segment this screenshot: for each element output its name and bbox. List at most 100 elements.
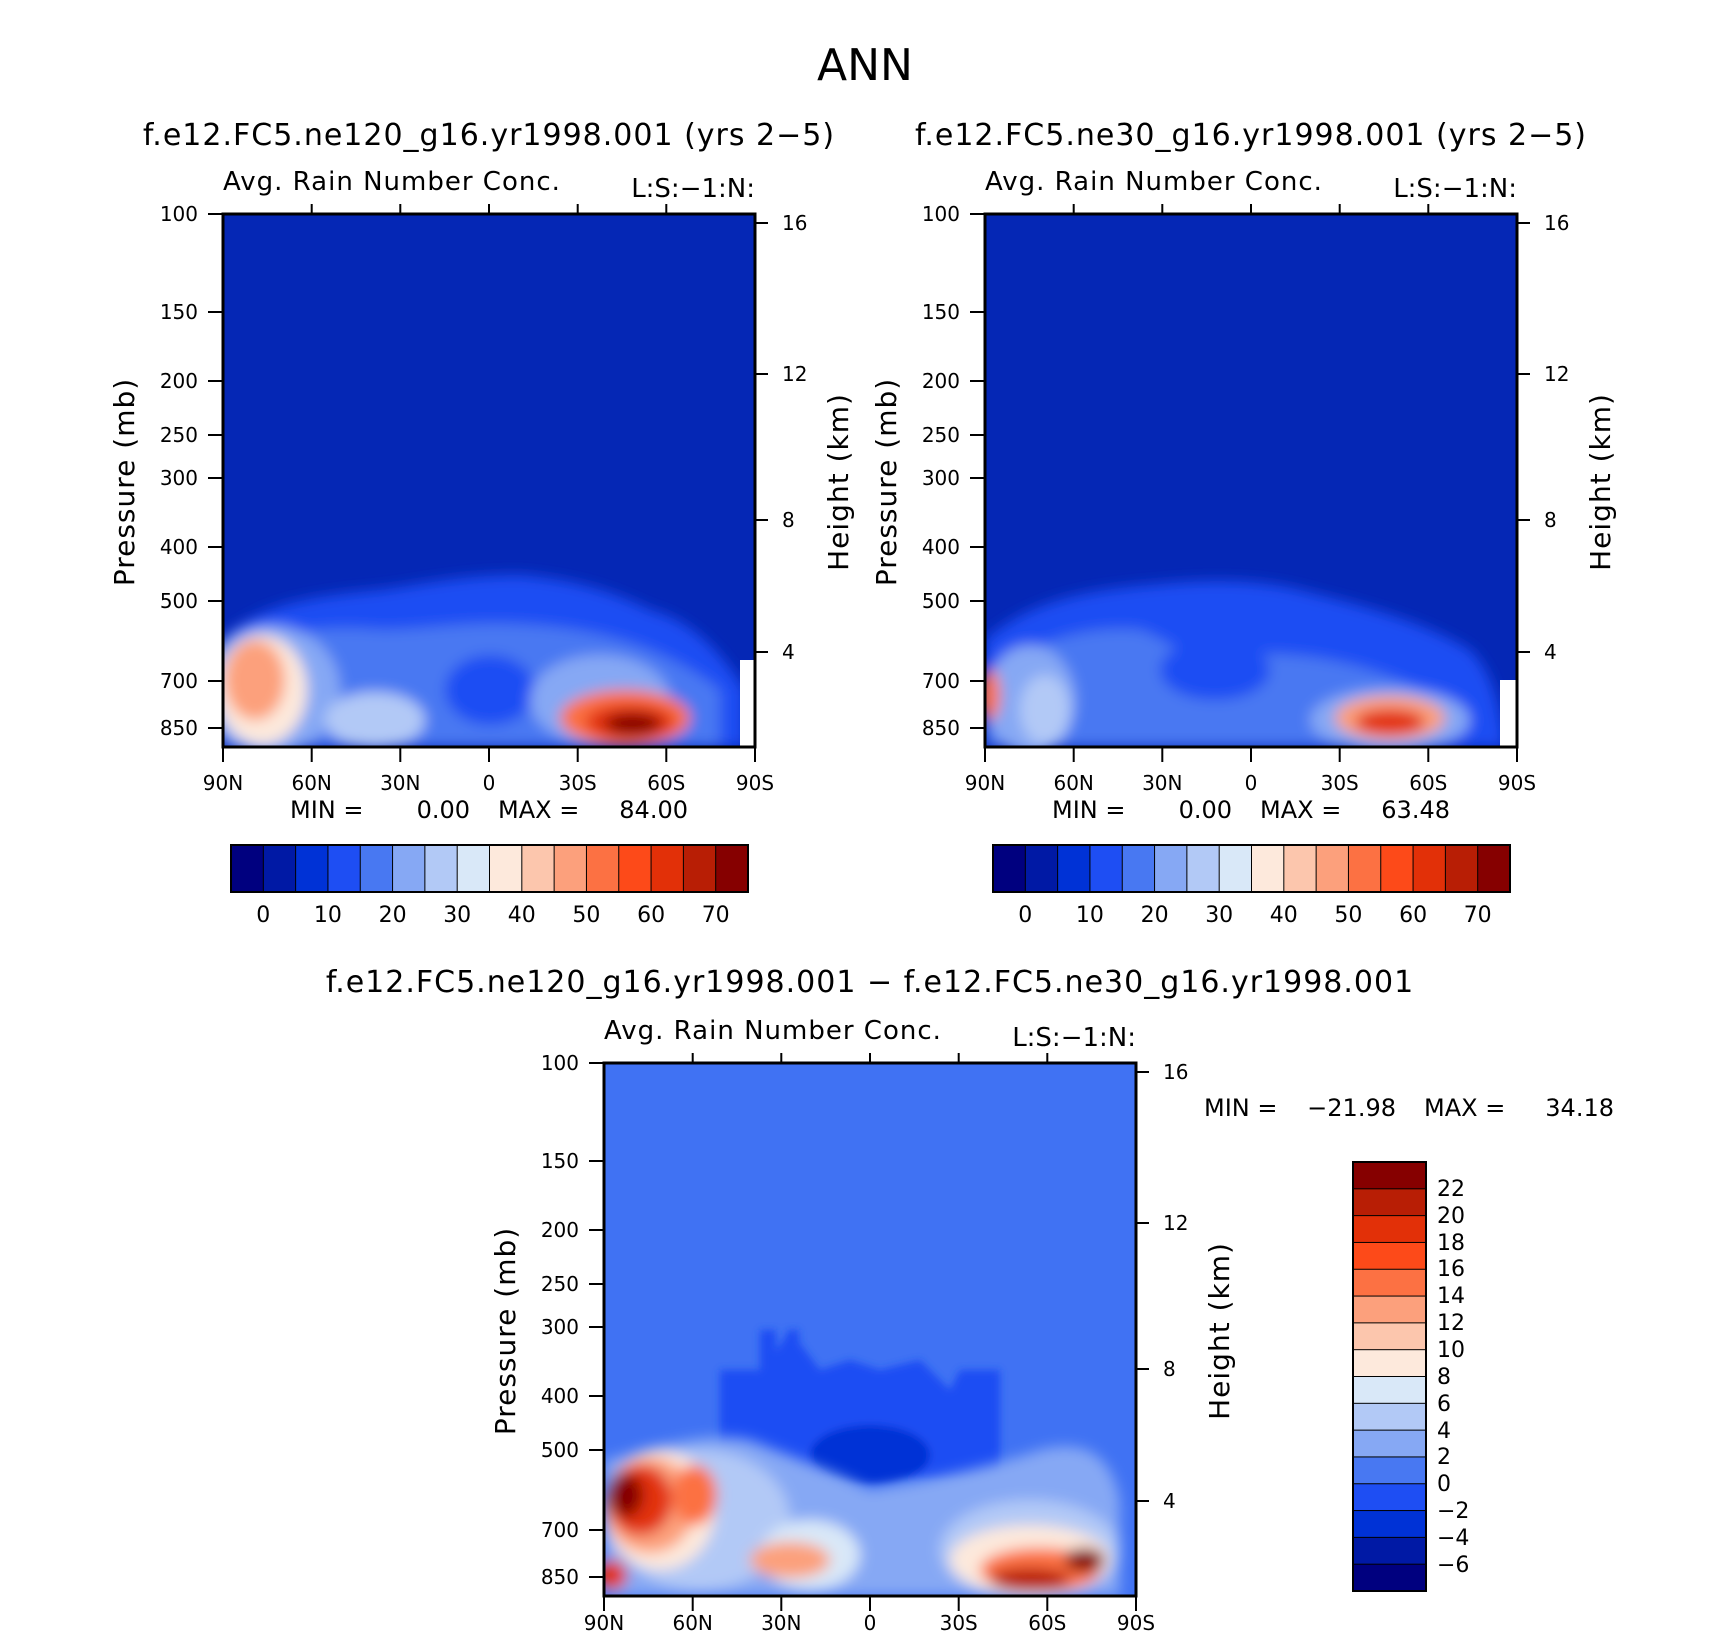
colorbar-swatch bbox=[1315, 844, 1350, 893]
colorbar-swatch bbox=[327, 844, 362, 893]
max-label: MAX = bbox=[1424, 1094, 1505, 1122]
x-tick-label: 30S bbox=[559, 771, 597, 795]
colorbar-swatch bbox=[1352, 1402, 1427, 1432]
colorbar-swatch bbox=[1352, 1241, 1427, 1271]
colorbar-swatch bbox=[1121, 844, 1156, 893]
colorbar-label: 8 bbox=[1437, 1365, 1451, 1390]
max-value: 84.00 bbox=[619, 796, 688, 824]
y-axis-label-right: Height (km) bbox=[1203, 1242, 1236, 1420]
y-axis-right: 16 12 8 4 bbox=[755, 211, 807, 664]
y-tick-label: 150 bbox=[541, 1149, 579, 1173]
colorbar-label: 50 bbox=[572, 903, 600, 928]
colorbar-swatch bbox=[392, 844, 426, 893]
x-axis: 90N 60N 30N 0 30S 60S 90S bbox=[965, 204, 1536, 795]
colorbar-swatch bbox=[1283, 844, 1318, 893]
page-title: ANN bbox=[817, 40, 913, 91]
y-tick-label: 150 bbox=[160, 300, 198, 324]
panel-title: f.e12.FC5.ne120_g16.yr1998.001 (yrs 2−5) bbox=[143, 118, 835, 153]
y-tick-label: 250 bbox=[922, 423, 960, 447]
colorbar-swatch bbox=[1352, 1268, 1427, 1298]
x-tick-label: 60N bbox=[1053, 771, 1093, 795]
colorbar-label: 22 bbox=[1437, 1177, 1465, 1202]
colorbar-swatch bbox=[1412, 844, 1447, 893]
panel-subtitle: Avg. Rain Number Conc. bbox=[985, 167, 1323, 197]
y-axis-left: 100 150 200 250 300 400 500 700 850 bbox=[541, 1051, 604, 1589]
x-tick-label: 30N bbox=[1142, 771, 1182, 795]
colorbar-label: 0 bbox=[1437, 1472, 1451, 1497]
colorbar-swatch bbox=[521, 844, 556, 893]
colorbar-swatch bbox=[1057, 844, 1091, 893]
y-tick-label: 850 bbox=[541, 1565, 579, 1589]
panel-annotation: L:S:−1:N: bbox=[1012, 1023, 1136, 1053]
x-tick-label: 30S bbox=[1321, 771, 1359, 795]
y-tick-label: 850 bbox=[922, 716, 960, 740]
y-tick-label: 300 bbox=[541, 1315, 579, 1339]
colorbar-swatch bbox=[1352, 1456, 1427, 1485]
max-value: 34.18 bbox=[1545, 1094, 1614, 1122]
y-right-tick-label: 16 bbox=[1544, 211, 1569, 235]
colorbar-label: 0 bbox=[1018, 903, 1032, 928]
x-tick-label: 90S bbox=[736, 771, 774, 795]
colorbar-swatch bbox=[682, 844, 717, 893]
y-axis-label: Pressure (mb) bbox=[489, 1227, 522, 1435]
min-max-readout: MIN = −21.98 MAX = 34.18 bbox=[1204, 1094, 1614, 1122]
colorbar-label: 40 bbox=[508, 903, 536, 928]
colorbar-label: 20 bbox=[1437, 1204, 1465, 1229]
x-tick-label: 90N bbox=[203, 771, 243, 795]
y-tick-label: 200 bbox=[160, 369, 198, 393]
x-axis: 90N 60N 30N 0 30S 60S 90S bbox=[584, 1053, 1155, 1631]
y-axis-label: Pressure (mb) bbox=[870, 378, 903, 586]
colorbar-swatch bbox=[456, 844, 491, 893]
colorbar-label: 70 bbox=[1464, 903, 1492, 928]
y-axis-left: 100 150 200 250 300 400 500 700 850 bbox=[160, 202, 223, 740]
colorbar-label: 10 bbox=[314, 903, 342, 928]
colorbar-label: 10 bbox=[1437, 1338, 1465, 1363]
y-right-tick-label: 8 bbox=[1544, 508, 1557, 532]
colorbar-swatch bbox=[715, 844, 749, 893]
colorbar-label: −2 bbox=[1437, 1499, 1469, 1524]
colorbar-label: 60 bbox=[637, 903, 665, 928]
y-tick-label: 700 bbox=[922, 669, 960, 693]
panel-subtitle: Avg. Rain Number Conc. bbox=[223, 167, 561, 197]
colorbar-label: 14 bbox=[1437, 1284, 1465, 1309]
colorbar-swatch bbox=[295, 844, 329, 893]
y-right-tick-label: 8 bbox=[782, 508, 795, 532]
colorbar-label: −4 bbox=[1437, 1526, 1469, 1551]
colorbar-swatch bbox=[1352, 1188, 1427, 1217]
colorbar-swatches bbox=[1352, 1161, 1427, 1592]
colorbar-swatch bbox=[1352, 1215, 1427, 1244]
colorbar-swatch bbox=[1444, 844, 1479, 893]
colorbar-swatch bbox=[1352, 1161, 1427, 1190]
x-tick-label: 60N bbox=[672, 1611, 712, 1631]
y-tick-label: 400 bbox=[160, 535, 198, 559]
colorbar-swatch bbox=[1477, 844, 1511, 893]
colorbar: 0 10 20 30 40 50 60 70 bbox=[230, 844, 749, 928]
y-tick-label: 200 bbox=[541, 1218, 579, 1242]
y-right-tick-label: 8 bbox=[1163, 1357, 1176, 1381]
max-label: MAX = bbox=[498, 796, 579, 824]
x-tick-label: 30N bbox=[761, 1611, 801, 1631]
colorbar-swatch bbox=[992, 844, 1027, 893]
colorbar-swatch bbox=[424, 844, 459, 893]
colorbar-swatch bbox=[1352, 1349, 1427, 1378]
y-right-tick-label: 16 bbox=[782, 211, 807, 235]
y-right-tick-label: 4 bbox=[1163, 1489, 1176, 1513]
colorbar-swatch bbox=[1352, 1536, 1427, 1566]
colorbar-swatches bbox=[230, 844, 749, 893]
colorbar-swatch bbox=[262, 844, 297, 893]
panel-annotation: L:S:−1:N: bbox=[1393, 174, 1517, 204]
y-tick-label: 150 bbox=[922, 300, 960, 324]
colorbar-swatch bbox=[1352, 1563, 1427, 1592]
x-tick-label: 0 bbox=[864, 1611, 877, 1631]
colorbar-label: 4 bbox=[1437, 1419, 1451, 1444]
colorbar-label: 12 bbox=[1437, 1311, 1465, 1336]
colorbar-swatch bbox=[1352, 1510, 1427, 1539]
min-max-readout: MIN = 0.00 MAX = 63.48 bbox=[1052, 796, 1450, 824]
panel-subtitle: Avg. Rain Number Conc. bbox=[604, 1016, 942, 1046]
max-value: 63.48 bbox=[1381, 796, 1450, 824]
colorbar-vertical: 22 20 18 16 14 12 10 8 6 4 2 0 −2 −4 −6 bbox=[1352, 1161, 1469, 1592]
panel-difference: f.e12.FC5.ne120_g16.yr1998.001 − f.e12.F… bbox=[326, 965, 1614, 1631]
min-label: MIN = bbox=[1204, 1094, 1277, 1122]
y-tick-label: 200 bbox=[922, 369, 960, 393]
